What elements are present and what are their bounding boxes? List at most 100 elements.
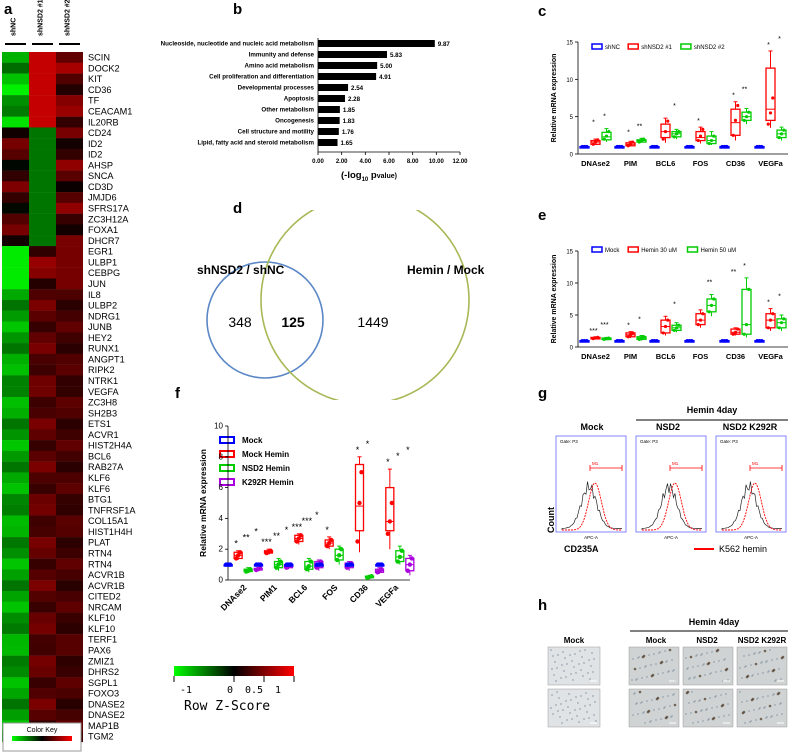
data-point: [779, 132, 784, 136]
heatmap-cell: [29, 580, 56, 592]
legend-label: shNC: [605, 45, 621, 51]
significance-mark: *: [396, 451, 400, 461]
heatmap-gene-label: BCL6: [88, 451, 111, 461]
micro-cell: [701, 709, 703, 711]
significance-mark: *: [778, 294, 781, 301]
micro-cell: [689, 655, 693, 659]
y-tick-label: 15: [566, 250, 573, 256]
data-point: [720, 339, 724, 343]
data-point: [626, 335, 630, 339]
data-point: [580, 339, 584, 343]
heatmap-cell: [56, 321, 83, 333]
data-point: [580, 144, 584, 149]
legend-label: Mock: [605, 248, 620, 254]
data-point: [237, 550, 243, 555]
micro-cell: [746, 674, 750, 678]
heatmap-cell: [29, 547, 56, 559]
y-axis-label: Relative mRNA expression: [551, 54, 558, 143]
heatmap-cell: [29, 612, 56, 624]
data-point: [652, 339, 657, 343]
heatmap-cell: [2, 202, 29, 214]
micro-cell: [696, 654, 698, 656]
data-point: [782, 128, 786, 132]
category-label: CD36: [726, 159, 745, 168]
heatmap-cell: [56, 127, 83, 139]
flow-histogram-black: [641, 483, 702, 530]
legend-swatch: [627, 246, 639, 253]
heatmap-cell: [2, 310, 29, 322]
flow-marker-label: M1: [672, 461, 679, 466]
significance-mark: *: [778, 36, 781, 43]
data-point: [674, 132, 679, 136]
micro-cell: [570, 673, 572, 675]
data-point: [760, 339, 764, 343]
micro-cell: [776, 658, 778, 660]
heatmap-gene-label: PLAT: [88, 538, 111, 548]
data-point: [257, 566, 263, 571]
micro-cell: [762, 696, 764, 698]
flow-panel: Hemin 4day Mock NSD2 NSD2 K292R Gate: P3…: [546, 405, 788, 554]
data-point: [666, 318, 670, 322]
micro-cell: [589, 704, 591, 706]
micro-cell: [644, 722, 646, 724]
heatmap-cell: [29, 569, 56, 581]
data-point: [701, 127, 705, 131]
heatmap-cell: [56, 246, 83, 258]
data-point: [258, 562, 263, 567]
category-label: BCL6: [286, 582, 309, 605]
micro-cell: [659, 651, 661, 653]
flow-x-label: APC-A: [744, 535, 758, 540]
flow-x-label: APC-A: [584, 535, 598, 540]
zscore-tick-label: 0: [227, 685, 233, 696]
flow-histogram-black: [721, 481, 782, 530]
flow-title-nsd2: NSD2: [656, 422, 680, 432]
venn-circle-right: [260, 210, 470, 400]
micro-cell: [595, 720, 597, 722]
micro-cell: [772, 668, 776, 672]
micro-cell: [745, 665, 747, 667]
heatmap-gene-label: CD36: [88, 85, 112, 95]
micro-cell: [632, 714, 634, 716]
micro-cell: [721, 703, 725, 707]
heatmap-cell: [56, 698, 83, 710]
heatmap-gene-label: IL20RB: [88, 117, 119, 127]
heatmap-cell: [2, 396, 29, 408]
micro-cell: [633, 667, 637, 671]
y-tick-label: 2: [219, 545, 224, 554]
heatmap-cell: [29, 526, 56, 538]
micro-cell: [685, 657, 687, 659]
micro-cell: [656, 696, 660, 700]
heatmap-gene-label: AHSP: [88, 160, 113, 170]
category-label: CD36: [347, 582, 370, 605]
heatmap-gene-label: DHCR7: [88, 236, 120, 246]
data-point: [685, 144, 689, 149]
heatmap-cell: [2, 634, 29, 646]
go-category-label: Lipid, fatty acid and steroid metabolism: [197, 140, 314, 147]
flow-gate-label: Gate: P3: [640, 439, 658, 444]
data-point: [696, 323, 700, 327]
data-point: [725, 144, 729, 149]
data-point: [747, 110, 751, 114]
heatmap-cell: [29, 202, 56, 214]
significance-mark: *: [592, 120, 595, 127]
heatmap-gene-label: HIST1H4H: [88, 527, 132, 537]
data-point: [766, 122, 770, 126]
heatmap-cell: [2, 688, 29, 699]
go-category-label: Nucleoside, nucleotide and nucleic acid …: [161, 41, 315, 48]
flow-x-label: APC-A: [664, 535, 678, 540]
heatmap-cell: [56, 353, 83, 365]
category-label: PIM: [624, 159, 637, 168]
go-category-label: Other metabolism: [261, 107, 314, 114]
micro-cell: [574, 653, 576, 655]
category-label: FOS: [693, 159, 708, 168]
heatmap-cell: [29, 418, 56, 430]
panel-label-a: a: [4, 1, 13, 18]
heatmap-gene-label: NDRG1: [88, 311, 120, 321]
heatmap-cell: [2, 644, 29, 656]
heatmap-cell: [29, 461, 56, 473]
micro-cell: [632, 658, 634, 660]
heatmap-cell: [29, 52, 56, 63]
go-category-label: Developmental processes: [238, 85, 315, 92]
micro-cell: [768, 704, 772, 708]
heatmap-gene-label: JUNB: [88, 322, 112, 332]
